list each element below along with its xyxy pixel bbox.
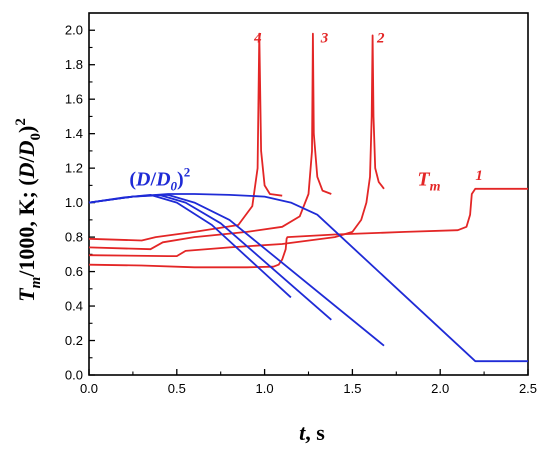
y-axis-title: Tm/1000, K; (D/D0)2 bbox=[13, 118, 44, 302]
y-tick-label: 1.0 bbox=[65, 195, 83, 210]
series-line-d3 bbox=[88, 193, 332, 321]
y-tick-label: 0.0 bbox=[65, 368, 83, 383]
series-line-3 bbox=[88, 32, 332, 251]
series-line-d2 bbox=[88, 193, 385, 347]
x-tick-label: 0.0 bbox=[80, 381, 98, 396]
x-tick-label: 2.5 bbox=[519, 381, 537, 396]
series-label-3: 3 bbox=[320, 30, 329, 46]
y-tick-label: 1.6 bbox=[65, 92, 83, 107]
y-tick-label: 0.6 bbox=[65, 264, 83, 279]
y-tick-label: 0.4 bbox=[65, 299, 83, 314]
y-tick-label: 1.4 bbox=[65, 126, 83, 141]
series-line-1 bbox=[88, 187, 528, 269]
series-line-4 bbox=[88, 32, 283, 242]
diameter-annotation: (D/D0)2 bbox=[129, 164, 190, 193]
y-tick-label: 1.8 bbox=[65, 57, 83, 72]
x-axis-title: t, s bbox=[299, 420, 325, 445]
series-line-d1 bbox=[88, 193, 528, 363]
ticks-layer: 0.0 0.5 1.0 1.5 2.0 2.5 0.0 0.2 0.4 0.6 0.8 1.0 1.2 1… bbox=[65, 23, 537, 396]
tm-annotation: Tm bbox=[417, 168, 440, 194]
x-tick-label: 1.0 bbox=[256, 381, 274, 396]
y-tick-label: 1.2 bbox=[65, 161, 83, 176]
series-layer bbox=[88, 32, 528, 363]
x-tick-label: 0.5 bbox=[168, 381, 186, 396]
x-tick-label: 1.5 bbox=[343, 381, 361, 396]
y-tick-label: 2.0 bbox=[65, 23, 83, 38]
labels-layer: 1 2 3 4 bbox=[253, 30, 483, 184]
x-tick-label: 2.0 bbox=[431, 381, 449, 396]
y-tick-label: 0.8 bbox=[65, 230, 83, 245]
series-line-2 bbox=[88, 34, 385, 258]
y-tick-label: 0.2 bbox=[65, 333, 83, 348]
series-label-4: 4 bbox=[253, 30, 262, 46]
series-line-d4 bbox=[88, 193, 292, 299]
series-label-1: 1 bbox=[475, 168, 483, 184]
series-label-2: 2 bbox=[376, 30, 385, 46]
